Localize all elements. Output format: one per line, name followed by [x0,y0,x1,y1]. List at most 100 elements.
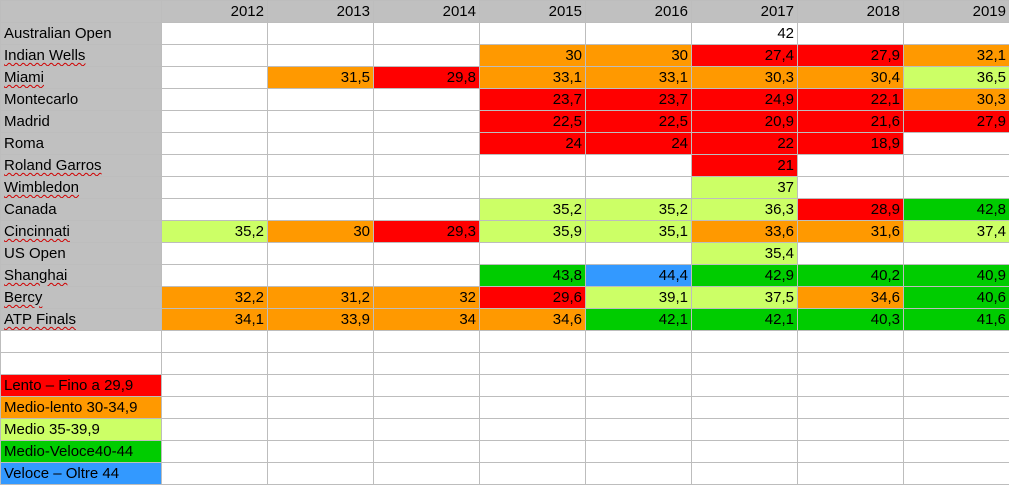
table-cell[interactable]: 22,1 [798,89,904,111]
empty-cell[interactable] [904,375,1009,397]
table-cell[interactable] [268,89,374,111]
table-cell[interactable] [904,23,1009,45]
table-cell[interactable] [162,199,268,221]
table-cell[interactable]: 35,4 [692,243,798,265]
table-cell[interactable]: 22 [692,133,798,155]
table-cell[interactable] [162,133,268,155]
empty-cell[interactable] [268,441,374,463]
table-cell[interactable]: 30,3 [904,89,1009,111]
empty-cell[interactable] [692,353,798,375]
empty-cell[interactable] [692,419,798,441]
table-cell[interactable]: 32,1 [904,45,1009,67]
legend-item-medio-lento[interactable]: Medio-lento 30-34,9 [1,397,162,419]
table-cell[interactable]: 18,9 [798,133,904,155]
row-label-roma[interactable]: Roma [1,133,162,155]
empty-cell[interactable] [162,331,268,353]
row-label-roland-garros[interactable]: Roland Garros [1,155,162,177]
table-cell[interactable]: 23,7 [586,89,692,111]
empty-cell[interactable] [904,463,1009,485]
empty-cell[interactable] [162,463,268,485]
table-cell[interactable] [586,155,692,177]
table-cell[interactable]: 44,4 [586,265,692,287]
table-cell[interactable]: 42,9 [692,265,798,287]
row-label-madrid[interactable]: Madrid [1,111,162,133]
table-cell[interactable] [904,177,1009,199]
empty-cell[interactable] [374,331,480,353]
column-header-2016[interactable]: 2016 [586,1,692,23]
empty-cell[interactable] [268,397,374,419]
table-cell[interactable] [586,243,692,265]
header-corner-cell[interactable] [1,1,162,23]
table-cell[interactable]: 31,5 [268,67,374,89]
table-cell[interactable] [268,45,374,67]
empty-cell[interactable] [1,353,162,375]
column-header-2014[interactable]: 2014 [374,1,480,23]
empty-cell[interactable] [162,375,268,397]
column-header-2017[interactable]: 2017 [692,1,798,23]
table-cell[interactable] [586,177,692,199]
table-cell[interactable]: 40,2 [798,265,904,287]
empty-cell[interactable] [798,375,904,397]
legend-item-medio[interactable]: Medio 35-39,9 [1,419,162,441]
table-cell[interactable]: 24 [586,133,692,155]
empty-cell[interactable] [692,375,798,397]
empty-cell[interactable] [374,419,480,441]
table-cell[interactable]: 29,6 [480,287,586,309]
table-cell[interactable] [268,111,374,133]
table-cell[interactable] [374,243,480,265]
row-label-atp-finals[interactable]: ATP Finals [1,309,162,331]
empty-cell[interactable] [162,419,268,441]
table-cell[interactable]: 40,6 [904,287,1009,309]
table-cell[interactable]: 40,3 [798,309,904,331]
empty-cell[interactable] [904,419,1009,441]
table-cell[interactable]: 24 [480,133,586,155]
empty-cell[interactable] [374,441,480,463]
table-cell[interactable]: 20,9 [692,111,798,133]
table-cell[interactable] [162,155,268,177]
table-cell[interactable]: 30 [268,221,374,243]
table-cell[interactable]: 22,5 [586,111,692,133]
table-cell[interactable]: 31,6 [798,221,904,243]
column-header-2019[interactable]: 2019 [904,1,1009,23]
empty-cell[interactable] [480,441,586,463]
table-cell[interactable]: 29,3 [374,221,480,243]
table-cell[interactable] [268,177,374,199]
table-cell[interactable] [480,23,586,45]
table-cell[interactable]: 21,6 [798,111,904,133]
empty-cell[interactable] [268,463,374,485]
table-cell[interactable]: 21 [692,155,798,177]
row-label-wimbledon[interactable]: Wimbledon [1,177,162,199]
table-cell[interactable]: 42,1 [586,309,692,331]
empty-cell[interactable] [692,463,798,485]
table-cell[interactable]: 33,1 [480,67,586,89]
row-label-australian-open[interactable]: Australian Open [1,23,162,45]
table-cell[interactable] [268,23,374,45]
table-cell[interactable]: 35,1 [586,221,692,243]
empty-cell[interactable] [692,441,798,463]
row-label-shanghai[interactable]: Shanghai [1,265,162,287]
table-cell[interactable]: 33,6 [692,221,798,243]
empty-cell[interactable] [798,331,904,353]
table-cell[interactable]: 36,3 [692,199,798,221]
table-cell[interactable]: 41,6 [904,309,1009,331]
empty-cell[interactable] [268,375,374,397]
row-label-canada[interactable]: Canada [1,199,162,221]
table-cell[interactable]: 30 [480,45,586,67]
table-cell[interactable] [798,177,904,199]
legend-item-medio-veloce[interactable]: Medio-Veloce40-44 [1,441,162,463]
table-cell[interactable] [162,67,268,89]
table-cell[interactable] [162,111,268,133]
empty-cell[interactable] [798,353,904,375]
table-cell[interactable]: 34,1 [162,309,268,331]
table-cell[interactable] [480,155,586,177]
table-cell[interactable] [162,45,268,67]
column-header-2013[interactable]: 2013 [268,1,374,23]
empty-cell[interactable] [798,463,904,485]
table-cell[interactable]: 33,1 [586,67,692,89]
empty-cell[interactable] [586,419,692,441]
table-cell[interactable] [374,45,480,67]
table-cell[interactable] [798,243,904,265]
table-cell[interactable] [374,155,480,177]
empty-cell[interactable] [1,331,162,353]
table-cell[interactable]: 37,5 [692,287,798,309]
